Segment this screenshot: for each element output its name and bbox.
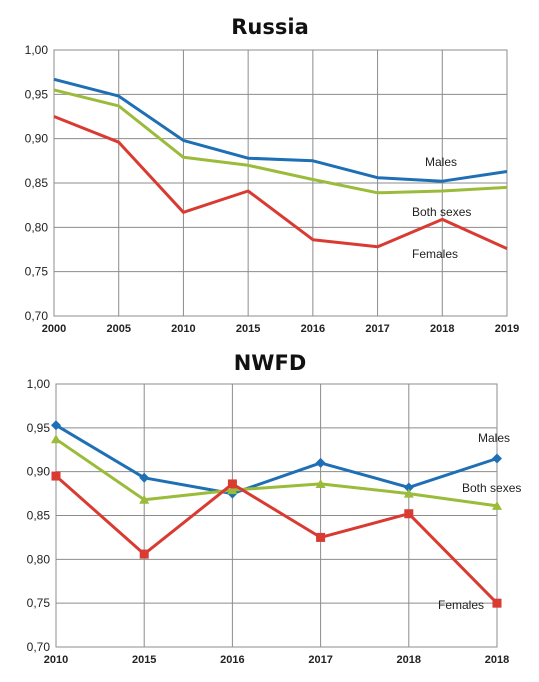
series-label-males: Males bbox=[425, 155, 457, 169]
grid bbox=[53, 49, 508, 317]
x-tick-label: 2017 bbox=[308, 654, 332, 666]
y-tick-label: 0,70 bbox=[25, 309, 49, 323]
data-point bbox=[51, 471, 61, 481]
y-tick-label: 0,75 bbox=[27, 596, 51, 610]
data-point bbox=[492, 598, 502, 608]
data-point bbox=[492, 453, 502, 464]
series-label-both-sexes: Both sexes bbox=[462, 481, 521, 495]
y-tick-label: 1,00 bbox=[27, 377, 51, 391]
x-tick-label: 2000 bbox=[42, 323, 66, 335]
y-tick-label: 0,70 bbox=[27, 640, 51, 654]
series-line bbox=[53, 115, 508, 250]
x-tick-label: 2018 bbox=[485, 654, 509, 666]
data-point bbox=[315, 478, 326, 488]
x-tick-label: 2015 bbox=[236, 323, 260, 335]
x-tick-label: 2017 bbox=[365, 323, 389, 335]
y-tick-label: 0,80 bbox=[27, 552, 51, 566]
data-point bbox=[315, 457, 326, 468]
series-line bbox=[55, 437, 498, 508]
y-tick-label: 0,90 bbox=[27, 465, 51, 479]
x-tick-label: 2010 bbox=[171, 323, 195, 335]
x-tick-label: 2015 bbox=[132, 654, 156, 666]
y-tick-label: 0,80 bbox=[25, 220, 49, 234]
series-label-males: Males bbox=[478, 431, 510, 445]
series-lines bbox=[51, 420, 502, 608]
series-label-females: Females bbox=[412, 247, 458, 261]
y-tick-label: 0,95 bbox=[25, 87, 49, 101]
y-tick-labels: 0,70 0,75 0,80 0,85 0,90 0,95 1,00 bbox=[27, 377, 51, 654]
chart-title: Russia bbox=[231, 15, 309, 39]
chart-nwfd: NWFD 0,700,750,800,850,900,951,00 2010 20… bbox=[27, 351, 522, 666]
y-tick-label: 0,85 bbox=[27, 509, 51, 523]
data-point bbox=[51, 420, 61, 431]
series-line bbox=[53, 77, 508, 183]
data-point bbox=[403, 482, 414, 493]
data-point bbox=[139, 549, 149, 559]
series-line bbox=[55, 474, 499, 605]
series-line bbox=[53, 88, 508, 195]
y-tick-label: 0,95 bbox=[27, 421, 51, 435]
x-tick-label: 2016 bbox=[301, 323, 325, 335]
chart-russia: Russia 0,70 0,75 0,80 0,85 0,90 0,95 1,00 2000… bbox=[25, 15, 520, 335]
x-tick-labels: 2010 2015 2016 2017 2018 2018 bbox=[44, 654, 509, 666]
data-point bbox=[227, 485, 238, 495]
data-point bbox=[51, 434, 61, 444]
x-tick-labels: 2000 2005 2010 2015 2016 2017 2018 2019 bbox=[42, 323, 519, 335]
x-tick-label: 2019 bbox=[495, 323, 519, 335]
x-tick-label: 2010 bbox=[44, 654, 68, 666]
data-point bbox=[139, 494, 150, 504]
data-point bbox=[492, 500, 502, 510]
data-point bbox=[316, 532, 326, 542]
data-point bbox=[227, 479, 237, 489]
data-point bbox=[404, 509, 414, 519]
data-point bbox=[403, 488, 414, 498]
x-tick-label: 2018 bbox=[397, 654, 421, 666]
series-line bbox=[55, 423, 498, 496]
grid bbox=[55, 383, 498, 648]
y-tick-label: 0,75 bbox=[25, 265, 49, 279]
data-point bbox=[139, 472, 150, 483]
chart-title: NWFD bbox=[234, 351, 307, 375]
series-lines bbox=[53, 77, 508, 250]
y-tick-label: 0,90 bbox=[25, 132, 49, 146]
x-tick-label: 2016 bbox=[220, 654, 244, 666]
y-tick-labels: 0,70 0,75 0,80 0,85 0,90 0,95 1,00 bbox=[25, 43, 49, 323]
series-label-both-sexes: Both sexes bbox=[412, 205, 471, 219]
y-tick-label: 0,85 bbox=[25, 176, 49, 190]
x-tick-label: 2005 bbox=[106, 323, 130, 335]
series-label-females: Females bbox=[438, 598, 484, 612]
x-tick-label: 2018 bbox=[430, 323, 454, 335]
y-tick-label: 1,00 bbox=[25, 43, 49, 57]
